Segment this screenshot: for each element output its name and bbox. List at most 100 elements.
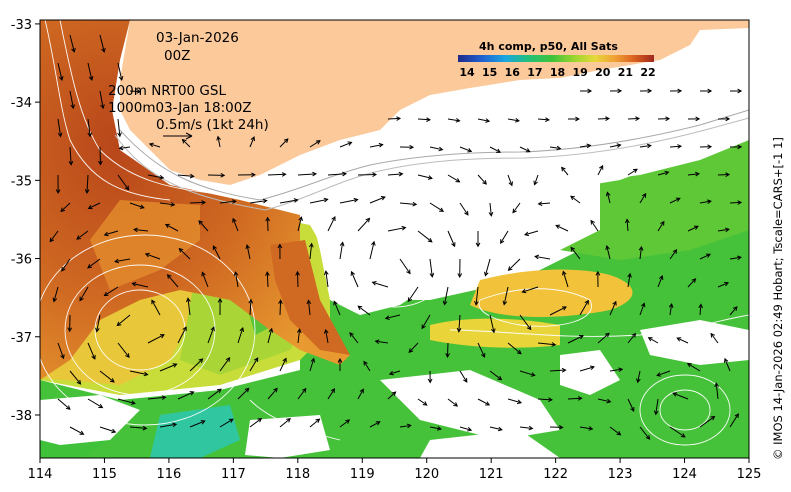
current-arrow <box>69 90 76 110</box>
current-arrow <box>512 202 521 214</box>
current-arrow <box>595 270 601 288</box>
current-arrow <box>189 420 206 428</box>
current-arrow <box>567 396 583 401</box>
x-tick-label: 120 <box>414 467 439 482</box>
current-arrow <box>277 243 283 260</box>
current-arrow <box>233 271 239 288</box>
current-arrow <box>339 241 345 260</box>
current-arrow <box>477 118 491 123</box>
current-arrow <box>295 270 300 288</box>
current-arrow <box>657 170 670 176</box>
current-arrow <box>609 426 622 436</box>
current-arrow <box>417 117 431 122</box>
current-arrow <box>524 230 539 237</box>
current-arrow <box>159 202 176 207</box>
credit-label: © IMOS 14-Jan-2026 02:49 Hobart; Tscale=… <box>771 137 785 460</box>
y-tick-label: -33 <box>11 18 32 33</box>
current-arrow <box>216 135 221 148</box>
current-arrow <box>447 398 459 407</box>
current-arrow <box>399 144 415 150</box>
current-arrow <box>399 258 411 275</box>
colorbar <box>458 55 654 62</box>
current-arrow <box>369 421 381 428</box>
current-arrow <box>639 88 653 94</box>
current-arrow <box>609 367 624 373</box>
current-arrow <box>653 398 659 416</box>
current-arrow <box>181 138 191 148</box>
current-arrow <box>519 314 532 331</box>
current-arrow <box>519 370 536 377</box>
current-arrow <box>477 398 491 406</box>
current-arrow <box>687 278 697 288</box>
current-arrow <box>459 370 468 383</box>
current-arrow <box>408 342 419 353</box>
current-arrow <box>237 327 245 344</box>
current-arrow <box>459 426 473 432</box>
current-arrow <box>686 363 701 372</box>
current-arrow <box>537 117 550 122</box>
current-arrow <box>279 417 291 428</box>
current-arrow <box>609 88 623 94</box>
current-arrow <box>387 391 397 400</box>
current-arrow <box>103 230 119 237</box>
current-arrow <box>133 227 149 233</box>
x-tick-label: 124 <box>672 467 697 482</box>
current-arrow <box>669 144 683 149</box>
current-arrow <box>147 395 167 400</box>
current-arrow <box>500 230 509 245</box>
current-arrow <box>61 258 71 272</box>
current-arrow <box>198 220 209 232</box>
current-arrow <box>477 342 486 358</box>
current-arrow <box>207 388 222 400</box>
current-arrow <box>98 146 103 166</box>
current-arrow <box>49 230 59 243</box>
current-arrow <box>87 118 93 138</box>
current-arrow <box>627 168 638 176</box>
current-arrow <box>676 337 689 344</box>
current-arrow <box>369 240 376 260</box>
current-arrow <box>369 142 384 148</box>
current-arrow <box>189 200 207 205</box>
current-arrow <box>609 143 622 148</box>
current-arrow <box>265 271 270 288</box>
current-arrow <box>248 298 254 316</box>
current-arrow <box>67 314 73 333</box>
current-arrow <box>579 365 595 372</box>
x-tick-label: 125 <box>737 467 762 482</box>
current-arrow <box>729 306 738 316</box>
current-arrow <box>710 332 719 344</box>
current-arrow <box>724 357 731 372</box>
current-arrow <box>456 314 462 333</box>
current-arrow <box>87 398 104 409</box>
x-tick-label: 116 <box>156 467 181 482</box>
current-arrow <box>729 88 743 94</box>
current-arrow <box>87 342 96 360</box>
current-arrow <box>87 62 94 82</box>
contour-info-label-2: 1000m03-Jan 18:00Z <box>108 100 252 116</box>
current-arrow <box>265 216 271 232</box>
current-arrow <box>309 197 329 204</box>
x-tick-label: 122 <box>543 467 568 482</box>
current-arrow <box>699 88 713 94</box>
current-arrow <box>447 174 461 183</box>
current-arrow <box>357 172 378 177</box>
current-arrow <box>627 116 641 121</box>
current-arrow <box>717 227 730 233</box>
current-arrow <box>144 252 161 260</box>
current-arrow <box>639 426 651 440</box>
current-arrow <box>537 397 553 403</box>
current-arrow <box>68 146 74 166</box>
current-arrow <box>327 171 347 177</box>
current-arrow <box>84 174 90 194</box>
current-arrow <box>164 223 179 232</box>
current-arrow <box>249 417 263 428</box>
current-arrow <box>159 363 178 372</box>
current-arrow <box>533 174 539 186</box>
current-arrow <box>363 360 371 372</box>
colorbar-ticks: 14 15 16 17 18 19 20 21 22 <box>459 66 655 79</box>
current-arrow <box>55 174 61 195</box>
warm-current-core <box>40 20 350 380</box>
current-arrow <box>445 342 450 358</box>
current-arrow <box>357 217 371 232</box>
